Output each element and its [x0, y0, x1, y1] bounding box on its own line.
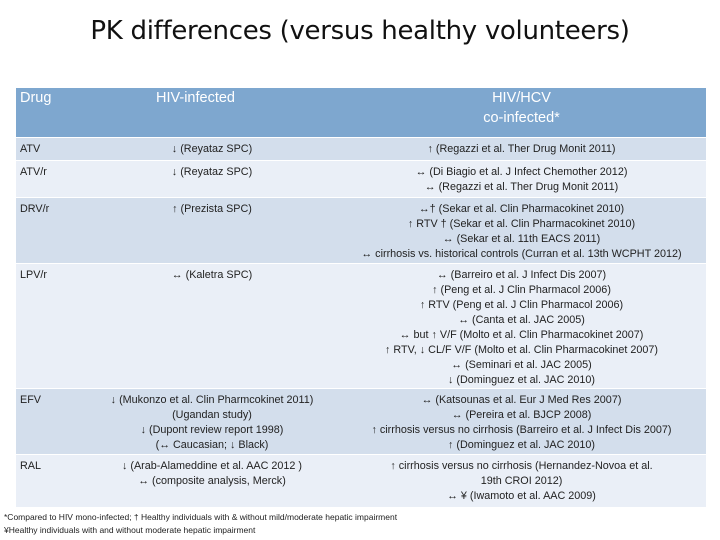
- hivhcv-line: ↔ (Pereira et al. BJCP 2008): [451, 409, 592, 421]
- hiv-cell: ↓ (Arab-Alameddine et al. AAC 2012 ) ↔ (…: [87, 455, 337, 507]
- hiv-line: ↓ (Mukonzo et al. Clin Pharmcokinet 2011…: [110, 394, 314, 406]
- header-hiv-hcv-coinfected: HIV/HCV co-infected*: [337, 88, 706, 138]
- drug-cell: DRV/r: [20, 203, 50, 215]
- hivhcv-line: ↑ (Regazzi et al. Ther Drug Monit 2011): [427, 143, 616, 155]
- table-row: LPV/r ↔ (Kaletra SPC) ↔ (Barreiro et al.…: [16, 263, 706, 389]
- hivhcv-line: ↔ (Katsounas et al. Eur J Med Res 2007): [421, 394, 622, 406]
- hivhcv-line: ↑ RTV † (Sekar et al. Clin Pharmacokinet…: [407, 218, 636, 230]
- slide-title: PK differences (versus healthy volunteer…: [90, 16, 630, 46]
- drug-cell: RAL: [20, 460, 42, 472]
- hiv-line: (↔ Caucasian; ↓ Black): [155, 439, 269, 451]
- hiv-line: ↓ (Dupont review report 1998): [140, 424, 284, 436]
- hiv-line: ↓ (Arab-Alameddine et al. AAC 2012 ): [121, 460, 303, 472]
- drug-cell: ATV/r: [20, 166, 47, 178]
- hiv-cell: ↑ (Prezista SPC): [87, 198, 337, 264]
- hivhcv-line: ↑ (Dominguez et al. JAC 2010): [447, 439, 596, 451]
- drug-cell: LPV/r: [20, 269, 48, 281]
- hivhcv-line: ↑ RTV, ↓ CL/F V/F (Molto et al. Clin Pha…: [384, 344, 659, 356]
- hivhcv-line: ↔ (Sekar et al. 11th EACS 2011): [442, 233, 601, 245]
- hiv-cell: ↓ (Reyataz SPC): [87, 161, 337, 198]
- hivhcv-cell: ↑ (Regazzi et al. Ther Drug Monit 2011): [337, 138, 706, 161]
- hivhcv-line: ↑ (Peng et al. J Clin Pharmacol 2006): [432, 284, 611, 296]
- hivhcv-line: ↓ (Dominguez et al. JAC 2010): [447, 374, 596, 386]
- hivhcv-line: ↔ ¥ (Iwamoto et al. AAC 2009): [447, 490, 596, 502]
- hiv-cell: ↔ (Kaletra SPC): [87, 264, 337, 389]
- hivhcv-cell: ↑ cirrhosis versus no cirrhosis (Hernand…: [337, 455, 706, 507]
- hivhcv-line: ↔ but ↑ V/F (Molto et al. Clin Pharmacok…: [399, 329, 644, 341]
- hivhcv-line: ↑ RTV (Peng et al. J Clin Pharmacol 2006…: [419, 299, 624, 311]
- hiv-line: ↓ (Reyataz SPC): [171, 143, 253, 155]
- hivhcv-cell: ↔ (Di Biagio et al. J Infect Chemother 2…: [337, 161, 706, 198]
- header-row: Drug HIV-infected HIV/HCV co-infected*: [16, 88, 706, 138]
- footnote: *Compared to HIV mono-infected; † Health…: [4, 512, 398, 522]
- hivhcv-line: ↔ cirrhosis vs. historical controls (Cur…: [361, 248, 682, 260]
- hivhcv-line: ↔ (Regazzi et al. Ther Drug Monit 2011): [424, 181, 619, 193]
- hiv-line: ↔ (composite analysis, Merck): [138, 475, 286, 487]
- hivhcv-line: ↔ (Canta et al. JAC 2005): [458, 314, 585, 326]
- table-row: ATV ↓ (Reyataz SPC) ↑ (Regazzi et al. Th…: [16, 137, 706, 161]
- header-coinfected-line: co-infected*: [483, 110, 560, 126]
- hivhcv-line: ↔ (Barreiro et al. J Infect Dis 2007): [436, 269, 607, 281]
- header-drug: Drug: [20, 90, 52, 106]
- drug-cell: ATV: [20, 143, 41, 155]
- hiv-line: ↑ (Prezista SPC): [172, 203, 252, 215]
- hivhcv-cell: ↔† (Sekar et al. Clin Pharmacokinet 2010…: [337, 198, 706, 264]
- hiv-line: ↔ (Kaletra SPC): [171, 269, 253, 281]
- hivhcv-line: ↔† (Sekar et al. Clin Pharmacokinet 2010…: [418, 203, 625, 215]
- hivhcv-cell: ↔ (Katsounas et al. Eur J Med Res 2007) …: [337, 389, 706, 455]
- hivhcv-line: ↑ cirrhosis versus no cirrhosis (Hernand…: [390, 460, 653, 472]
- footnote: ¥Healthy individuals with and without mo…: [4, 525, 256, 535]
- hivhcv-line: ↔ (Di Biagio et al. J Infect Chemother 2…: [415, 166, 628, 178]
- hivhcv-cell: ↔ (Barreiro et al. J Infect Dis 2007) ↑ …: [337, 264, 706, 389]
- table-row: ATV/r ↓ (Reyataz SPC) ↔ (Di Biagio et al…: [16, 160, 706, 198]
- header-hiv-hcv-line: HIV/HCV: [492, 90, 551, 106]
- hivhcv-line: ↔ (Seminari et al. JAC 2005): [451, 359, 592, 371]
- hivhcv-line: ↑ cirrhosis versus no cirrhosis (Barreir…: [371, 424, 672, 436]
- header-hiv-infected: HIV-infected: [156, 90, 235, 106]
- hiv-cell: ↓ (Mukonzo et al. Clin Pharmcokinet 2011…: [87, 389, 337, 455]
- table-row: DRV/r ↑ (Prezista SPC) ↔† (Sekar et al. …: [16, 197, 706, 264]
- drug-cell: EFV: [20, 394, 41, 406]
- table-row: RAL ↓ (Arab-Alameddine et al. AAC 2012 )…: [16, 454, 706, 507]
- hiv-line: ↓ (Reyataz SPC): [171, 166, 253, 178]
- hivhcv-line: 19th CROI 2012): [480, 475, 563, 487]
- pk-table: Drug HIV-infected HIV/HCV co-infected* A…: [16, 88, 706, 507]
- hiv-cell: ↓ (Reyataz SPC): [87, 138, 337, 161]
- table-row: EFV ↓ (Mukonzo et al. Clin Pharmcokinet …: [16, 388, 706, 455]
- hiv-line: (Ugandan study): [172, 409, 252, 421]
